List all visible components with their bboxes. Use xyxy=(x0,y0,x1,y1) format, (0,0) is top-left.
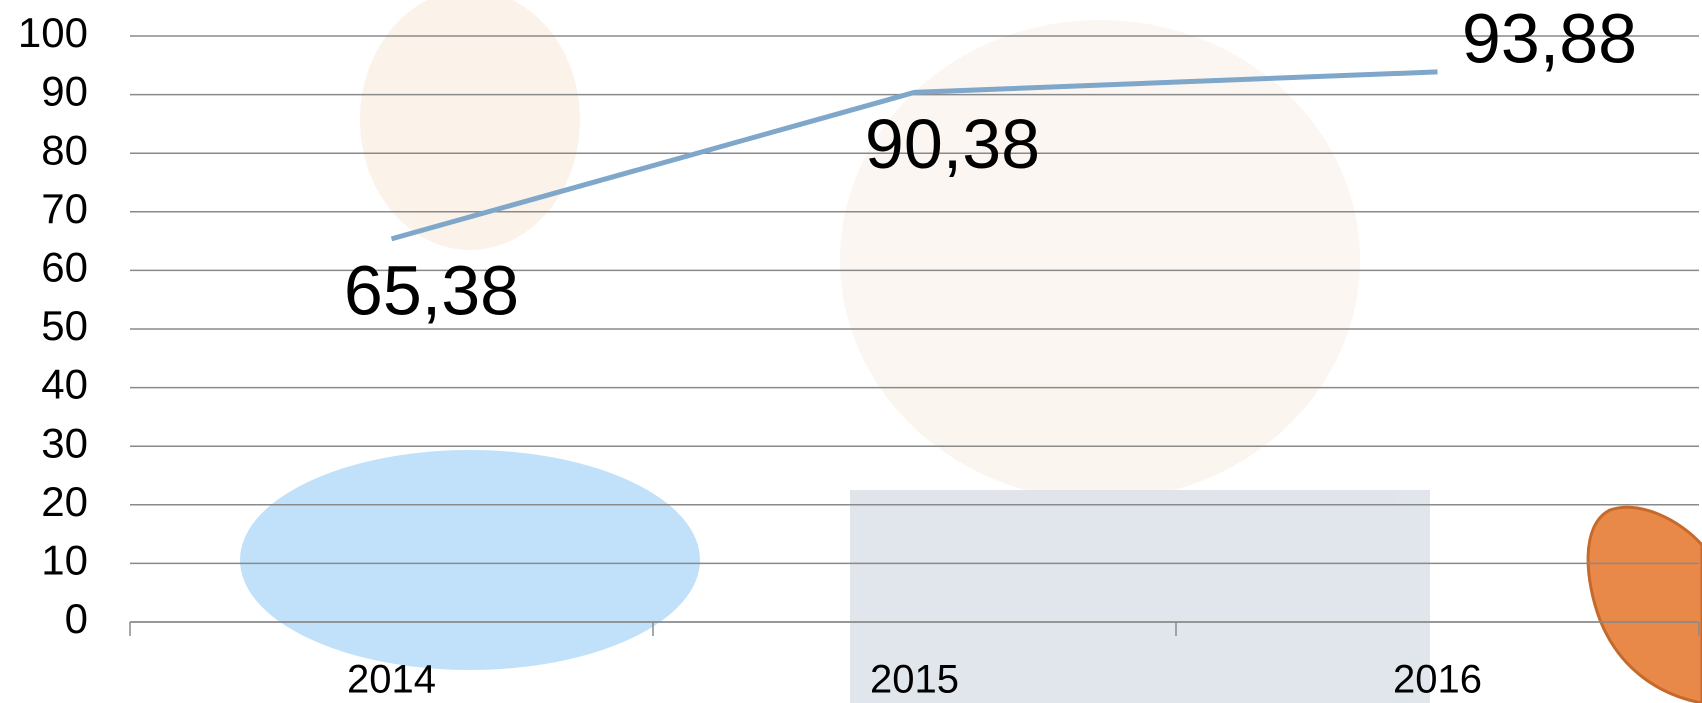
x-tick-label: 2015 xyxy=(870,658,959,702)
y-tick-label: 90 xyxy=(41,68,88,115)
x-tick-label: 2016 xyxy=(1393,658,1482,702)
background-image xyxy=(240,0,1430,703)
background-shape xyxy=(240,450,700,670)
y-tick-label: 20 xyxy=(41,478,88,525)
y-tick-label: 80 xyxy=(41,126,88,173)
page: {"chart_data": {"type": "line", "categor… xyxy=(0,0,1702,703)
data-label: 90,38 xyxy=(865,105,1040,183)
data-label: 65,38 xyxy=(344,251,519,329)
y-tick-label: 60 xyxy=(41,243,88,290)
y-tick-label: 10 xyxy=(41,536,88,583)
heart-decoration xyxy=(1588,507,1702,703)
y-tick-label: 0 xyxy=(65,595,88,642)
data-label: 93,88 xyxy=(1462,0,1637,77)
y-tick-label: 30 xyxy=(41,419,88,466)
y-tick-label: 50 xyxy=(41,302,88,349)
x-tick-label: 2014 xyxy=(347,658,436,702)
chart: 0 10 20 30 40 50 60 70 80 90 100 2014 2015 2016 65,38 9… xyxy=(0,0,1702,703)
y-tick-label: 70 xyxy=(41,185,88,232)
y-tick-label: 40 xyxy=(41,361,88,408)
y-tick-label: 100 xyxy=(18,9,88,56)
